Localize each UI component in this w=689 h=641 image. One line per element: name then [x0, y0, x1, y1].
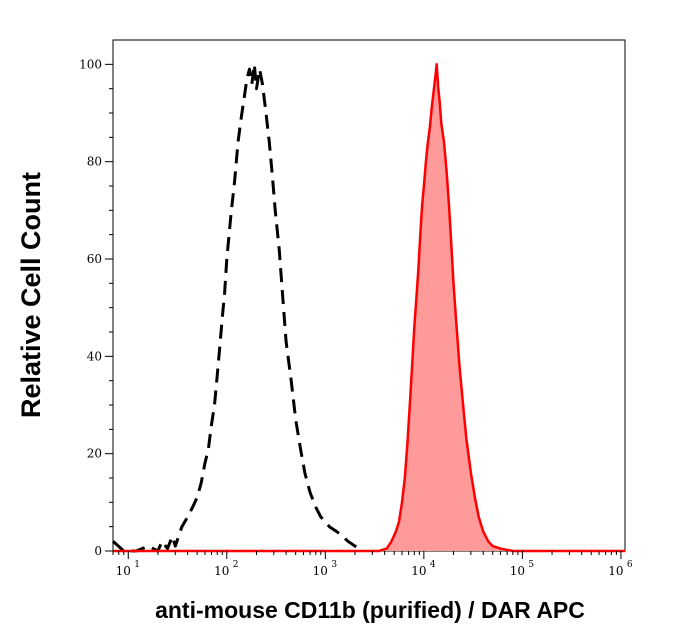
x-tick-label: 10 1: [116, 560, 140, 578]
x-tick-exponent: 5: [528, 560, 534, 570]
x-tick-exponent: 4: [430, 560, 436, 570]
x-tick-label: 10 6: [608, 560, 633, 578]
x-tick-label: 10 5: [510, 560, 535, 578]
series-layer: [111, 62, 625, 553]
series-1-outline: [113, 63, 625, 553]
y-tick-label: 0: [94, 544, 102, 558]
x-tick-label: 10 3: [313, 560, 338, 578]
x-tick-label: 10 2: [214, 560, 238, 578]
x-tick-base: 10: [116, 564, 131, 578]
series-1-fill: [113, 64, 625, 552]
x-tick-label: 10 4: [411, 560, 436, 578]
series-0-line: [111, 62, 360, 553]
y-tick-label: 60: [87, 252, 102, 266]
y-tick-label: 40: [87, 349, 102, 363]
x-tick-base: 10: [411, 564, 426, 578]
y-tick-label: 20: [87, 447, 102, 461]
y-tick-label: 80: [87, 155, 102, 169]
x-tick-exponent: 2: [233, 560, 239, 570]
x-tick-exponent: 1: [134, 560, 140, 570]
x-tick-base: 10: [313, 564, 328, 578]
x-tick-base: 10: [608, 564, 623, 578]
x-tick-base: 10: [510, 564, 525, 578]
x-axis-title: anti-mouse CD11b (purified) / DAR APC: [155, 597, 585, 623]
x-tick-exponent: 3: [331, 560, 337, 570]
plot-frame: [112, 39, 626, 552]
y-axis-title: Relative Cell Count: [16, 172, 46, 418]
x-tick-exponent: 6: [627, 560, 633, 570]
y-tick-label: 100: [79, 57, 102, 71]
x-tick-base: 10: [214, 564, 229, 578]
